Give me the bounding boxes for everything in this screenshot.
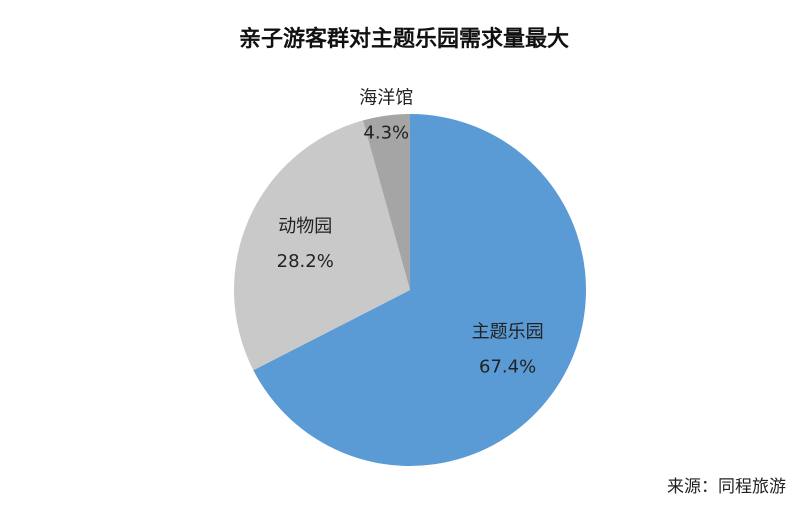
pie-slice: [253, 114, 587, 466]
value-label: 28.2%: [277, 251, 334, 272]
source-note: 来源：同程旅游: [667, 477, 786, 497]
slice-label: 主题乐园: [472, 322, 544, 343]
value-label: 4.3%: [363, 123, 409, 144]
value-label: 67.4%: [479, 357, 536, 378]
chart-title: 亲子游客群对主题乐园需求量最大: [239, 26, 569, 52]
slice-label: 海洋馆: [359, 88, 413, 109]
pie-slice: [233, 120, 410, 371]
slice-label: 动物园: [278, 216, 332, 237]
pie-slice: [362, 114, 410, 290]
